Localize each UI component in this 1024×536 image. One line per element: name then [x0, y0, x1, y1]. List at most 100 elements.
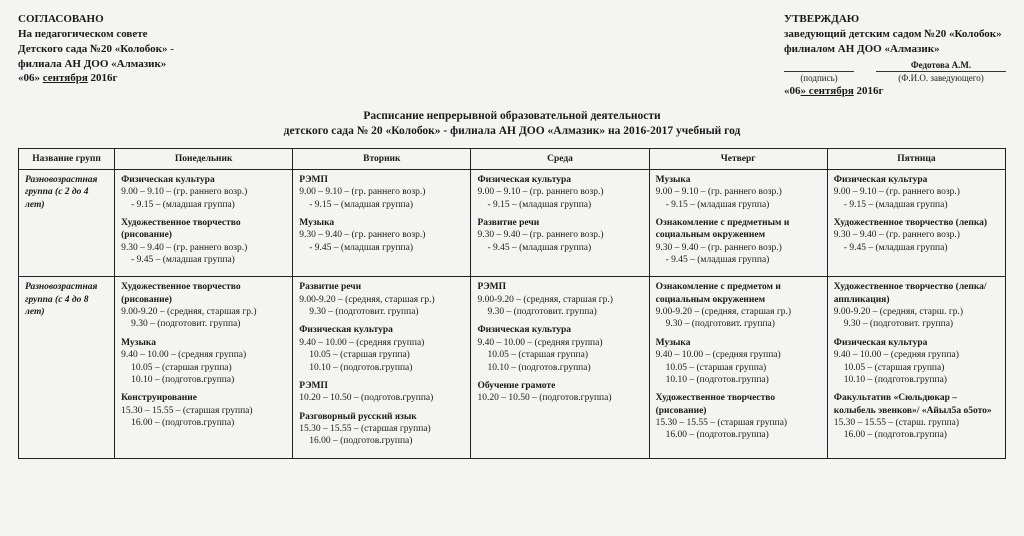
time-line: 9.40 – 10.00 – (средняя группа) — [299, 337, 464, 349]
doc-title: Расписание непрерывной образовательной д… — [18, 109, 1006, 140]
time-line: 9.40 – 10.00 – (средняя группа) — [477, 337, 642, 349]
group-cell: Разновозрастная группа (с 4 до 8 лет) — [19, 277, 115, 458]
time-line: 10.10 – (подготов.группа) — [477, 362, 642, 374]
col-group: Название групп — [19, 148, 115, 169]
table-row: Разновозрастная группа (с 2 до 4 лет) Физ… — [19, 170, 1006, 277]
subject-title: Конструирование — [121, 392, 286, 404]
subject-title: РЭМП — [477, 281, 642, 293]
day-cell: Музыка9.00 – 9.10 – (гр. раннего возр.)-… — [649, 170, 827, 277]
time-line: 15.30 – 15.55 – (старш. группа) — [834, 417, 999, 429]
time-line: 10.10 – (подготов.группа) — [834, 374, 999, 386]
time-line: 9.00 – 9.10 – (гр. раннего возр.) — [477, 186, 642, 198]
time-line: 9.30 – (подготовит. группа) — [834, 318, 999, 330]
subject-title: Художественное творчество (лепка) — [834, 217, 999, 229]
subject-title: Разговорный русский язык — [299, 411, 464, 423]
time-line: 10.05 – (старшая группа) — [299, 349, 464, 361]
time-line: 10.05 – (старшая группа) — [121, 362, 286, 374]
right-date: «06» сентября 2016г — [784, 84, 1006, 99]
time-line: 9.30 – 9.40 – (гр. раннего возр.) — [477, 229, 642, 241]
approval-right: УТВЕРЖДАЮ заведующий детским садом №20 «… — [784, 12, 1006, 99]
subject-title: Физическая культура — [834, 337, 999, 349]
day-cell: Художественное творчество (рисование)9.0… — [115, 277, 293, 458]
subject-title: Факультатив «Сюльдюкар – колыбель эвенко… — [834, 392, 999, 417]
left-l4: филиала АН ДОО «Алмазик» — [18, 57, 174, 72]
sig-slot-sign: (подпись) — [784, 59, 854, 84]
subject-title: Физическая культура — [299, 324, 464, 336]
time-line: 15.30 – 15.55 – (старшая группа) — [299, 423, 464, 435]
subject-title: Физическая культура — [834, 174, 999, 186]
time-line: 9.30 – 9.40 – (гр. раннего возр.) — [834, 229, 999, 241]
day-cell: Ознакомление с предметом и социальным ок… — [649, 277, 827, 458]
time-line: 9.00-9.20 – (средняя, старшая гр.) — [477, 294, 642, 306]
time-line: 9.30 – (подготовит. группа) — [477, 306, 642, 318]
time-line: 10.10 – (подготов.группа) — [656, 374, 821, 386]
group-cell: Разновозрастная группа (с 2 до 4 лет) — [19, 170, 115, 277]
col-wed: Среда — [471, 148, 649, 169]
subject-title: Физическая культура — [477, 324, 642, 336]
time-line: - 9.15 – (младшая группа) — [834, 199, 999, 211]
time-line: 9.00 – 9.10 – (гр. раннего возр.) — [299, 186, 464, 198]
subject-title: Художественное творчество (рисование) — [121, 281, 286, 306]
day-cell: Физическая культура9.00 – 9.10 – (гр. ра… — [827, 170, 1005, 277]
time-line: 9.00-9.20 – (средняя, старшая гр.) — [121, 306, 286, 318]
subject-title: Художественное творчество (лепка/апплика… — [834, 281, 999, 306]
time-line: - 9.45 – (младшая группа) — [477, 242, 642, 254]
time-line: 9.00 – 9.10 – (гр. раннего возр.) — [656, 186, 821, 198]
time-line: 10.05 – (старшая группа) — [656, 362, 821, 374]
time-line: 9.00-9.20 – (средняя, старш. гр.) — [834, 306, 999, 318]
col-tue: Вторник — [293, 148, 471, 169]
subject-title: РЭМП — [299, 174, 464, 186]
sig-slot-name: Федотова А.М. (Ф.И.О. заведующего) — [876, 59, 1006, 84]
right-l3: филиалом АН ДОО «Алмазик» — [784, 42, 1006, 57]
col-thu: Четверг — [649, 148, 827, 169]
time-line: 10.10 – (подготов.группа) — [121, 374, 286, 386]
subject-title: Музыка — [656, 174, 821, 186]
time-line: 10.05 – (старшая группа) — [477, 349, 642, 361]
subject-title: Художественное творчество (рисование) — [121, 217, 286, 242]
time-line: 9.00 – 9.10 – (гр. раннего возр.) — [121, 186, 286, 198]
subject-title: Ознакомление с предметом и социальным ок… — [656, 281, 821, 306]
subject-title: Музыка — [299, 217, 464, 229]
subject-title: Физическая культура — [121, 174, 286, 186]
time-line: - 9.45 – (младшая группа) — [299, 242, 464, 254]
day-cell: Художественное творчество (лепка/апплика… — [827, 277, 1005, 458]
time-line: 15.30 – 15.55 – (старшая группа) — [656, 417, 821, 429]
doc-header: СОГЛАСОВАНО На педагогическом совете Дет… — [18, 12, 1006, 99]
time-line: 9.00 – 9.10 – (гр. раннего возр.) — [834, 186, 999, 198]
day-cell: Физическая культура9.00 – 9.10 – (гр. ра… — [471, 170, 649, 277]
day-cell: РЭМП9.00-9.20 – (средняя, старшая гр.)9.… — [471, 277, 649, 458]
table-row: Разновозрастная группа (с 4 до 8 лет)Худ… — [19, 277, 1006, 458]
table-header-row: Название групп Понедельник Вторник Среда… — [19, 148, 1006, 169]
time-line: 16.00 – (подготов.группа) — [834, 429, 999, 441]
time-line: 10.05 – (старшая группа) — [834, 362, 999, 374]
time-line: - 9.15 – (младшая группа) — [299, 199, 464, 211]
time-line: - 9.45 – (младшая группа) — [121, 254, 286, 266]
schedule-table: Название групп Понедельник Вторник Среда… — [18, 148, 1006, 459]
time-line: - 9.45 – (младшая группа) — [834, 242, 999, 254]
time-line: 16.00 – (подготов.группа) — [656, 429, 821, 441]
time-line: 10.20 – 10.50 – (подготов.группа) — [477, 392, 642, 404]
subject-title: Развитие речи — [299, 281, 464, 293]
time-line: 9.30 – (подготовит. группа) — [656, 318, 821, 330]
left-l3: Детского сада №20 «Колобок» - — [18, 42, 174, 57]
time-line: 9.40 – 10.00 – (средняя группа) — [834, 349, 999, 361]
left-title: СОГЛАСОВАНО — [18, 12, 174, 27]
time-line: 9.00-9.20 – (средняя, старшая гр.) — [656, 306, 821, 318]
time-line: 9.40 – 10.00 – (средняя группа) — [656, 349, 821, 361]
day-cell: РЭМП9.00 – 9.10 – (гр. раннего возр.)- 9… — [293, 170, 471, 277]
signature-row: (подпись) Федотова А.М. (Ф.И.О. заведующ… — [784, 59, 1006, 84]
left-date: «06» сентября 2016г — [18, 71, 174, 86]
time-line: - 9.15 – (младшая группа) — [121, 199, 286, 211]
time-line: 15.30 – 15.55 – (старшая группа) — [121, 405, 286, 417]
col-fri: Пятница — [827, 148, 1005, 169]
left-l2: На педагогическом совете — [18, 27, 174, 42]
time-line: 10.20 – 10.50 – (подготов.группа) — [299, 392, 464, 404]
time-line: 16.00 – (подготов.группа) — [121, 417, 286, 429]
subject-title: Обучение грамоте — [477, 380, 642, 392]
subject-title: Музыка — [121, 337, 286, 349]
time-line: 10.10 – (подготов.группа) — [299, 362, 464, 374]
time-line: 9.30 – (подготовит. группа) — [299, 306, 464, 318]
time-line: 16.00 – (подготов.группа) — [299, 435, 464, 447]
time-line: 9.30 – 9.40 – (гр. раннего возр.) — [121, 242, 286, 254]
approval-left: СОГЛАСОВАНО На педагогическом совете Дет… — [18, 12, 174, 99]
